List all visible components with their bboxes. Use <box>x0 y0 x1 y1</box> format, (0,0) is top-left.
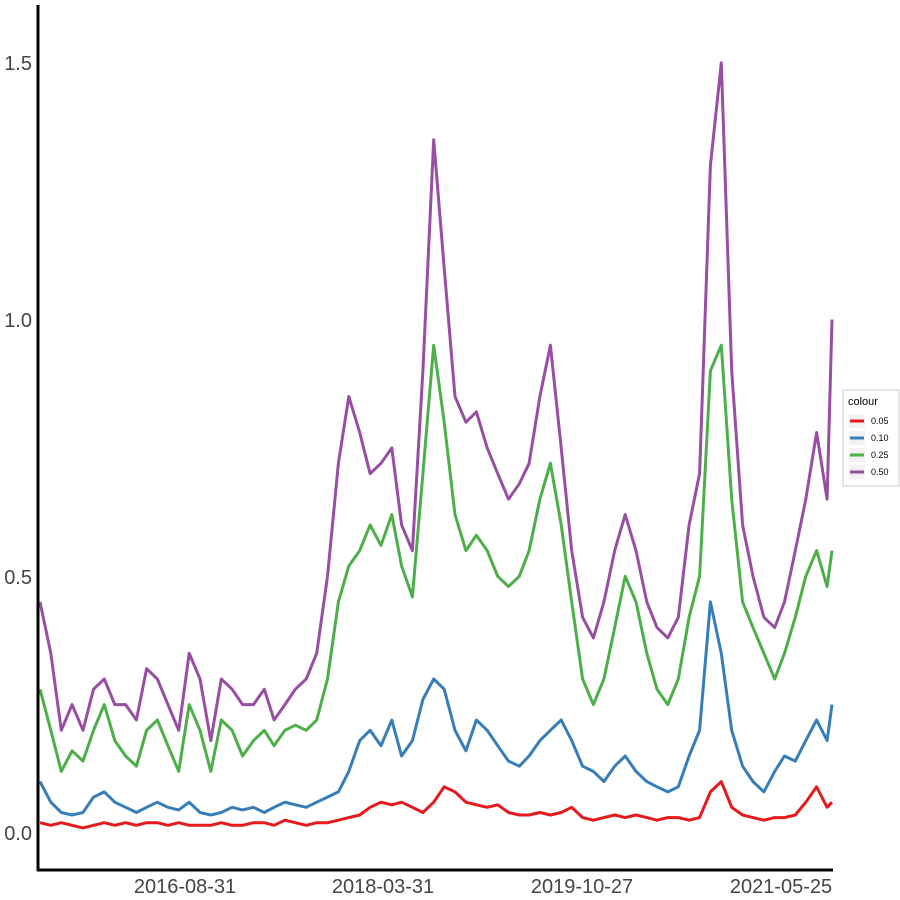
x-tick-label: 2019-10-27 <box>531 876 633 898</box>
series-line-0-50 <box>38 61 834 743</box>
y-tick-label: 0.0 <box>4 823 32 845</box>
legend-items: 0.05 0.10 0.25 0.50 <box>849 414 889 479</box>
series-line-0-05 <box>39 780 834 830</box>
x-ticks: 2016-08-31 2018-03-31 2019-10-27 2021-05… <box>134 876 832 898</box>
series-line-0-25 <box>38 343 834 773</box>
x-tick-label: 2018-03-31 <box>332 876 434 898</box>
legend-label: 0.25 <box>871 450 889 460</box>
y-tick-label: 1.0 <box>4 310 32 332</box>
axes <box>36 5 833 872</box>
legend-label: 0.10 <box>871 433 889 443</box>
x-tick-label: 2021-05-25 <box>730 876 832 898</box>
y-tick-label: 0.5 <box>4 567 32 589</box>
y-tick-label: 1.5 <box>4 53 32 75</box>
legend-label: 0.05 <box>871 416 889 426</box>
series-layer <box>38 61 834 830</box>
x-tick-label: 2016-08-31 <box>134 876 236 898</box>
legend-title: colour <box>848 396 878 408</box>
series-line-0-10 <box>38 600 834 817</box>
legend: colour 0.05 0.10 0.25 0.50 <box>842 389 900 487</box>
y-ticks: 0.0 0.5 1.0 1.5 <box>4 53 32 845</box>
legend-label: 0.50 <box>871 467 889 477</box>
